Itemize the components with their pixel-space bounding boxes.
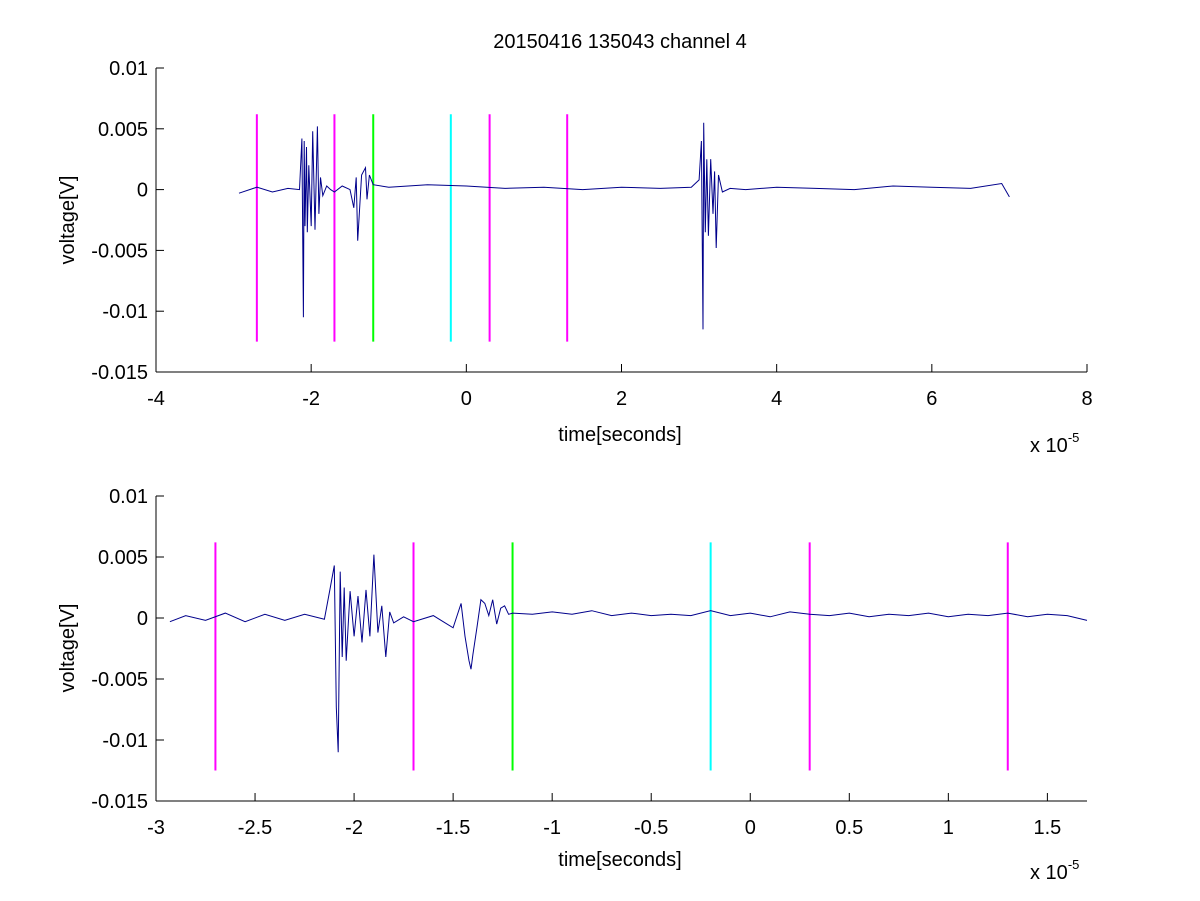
top-subplot: 20150416 135043 channel 4 -4 -2 0 2 4 6 8 0.01… [57, 31, 1093, 457]
y-tick-group: 0.01 0.005 0 -0.005 -0.01 -0.015 [91, 58, 164, 384]
x-tick-group: -4 -2 0 2 4 6 8 [147, 364, 1093, 410]
y-tick-label: 0.01 [109, 58, 148, 80]
x-tick-label: 4 [771, 388, 782, 410]
series-group [169, 554, 1088, 753]
plot-area [156, 68, 1087, 372]
x-multiplier-exponent: -5 [1068, 430, 1080, 445]
chart-title: 20150416 135043 channel 4 [493, 31, 747, 53]
y-tick-label: -0.005 [91, 669, 148, 691]
x-tick-label: 8 [1081, 388, 1092, 410]
signal-line [238, 122, 1010, 330]
x-tick-label: -1.5 [436, 817, 470, 839]
y-tick-group: 0.01 0.005 0 -0.005 -0.01 -0.015 [91, 486, 164, 813]
y-tick-label: 0.01 [109, 486, 148, 508]
x-tick-label: 6 [926, 388, 937, 410]
y-tick-label: 0.005 [98, 119, 148, 141]
x-tick-label: 2 [616, 388, 627, 410]
x-axis-multiplier: x 10-5 [1030, 430, 1079, 457]
y-tick-label: -0.01 [102, 301, 148, 323]
x-tick-label: -1 [543, 817, 561, 839]
x-tick-label: 1.5 [1033, 817, 1061, 839]
x-multiplier-exponent: -5 [1068, 857, 1080, 872]
signal-line [169, 554, 1088, 753]
y-tick-label: 0 [137, 180, 148, 202]
x-tick-label: -4 [147, 388, 165, 410]
x-tick-label: -2 [345, 817, 363, 839]
x-tick-label: -2 [302, 388, 320, 410]
series-group [238, 122, 1010, 330]
marker-lines [255, 114, 569, 342]
x-axis-multiplier: x 10-5 [1030, 857, 1079, 884]
bottom-subplot: -3 -2.5 -2 -1.5 -1 -0.5 0 0.5 1 1.5 0.01 0.005 0 -0.… [57, 486, 1088, 884]
x-axis-label: time[seconds] [558, 424, 681, 446]
y-tick-label: -0.01 [102, 730, 148, 752]
x-tick-label: -0.5 [634, 817, 668, 839]
x-tick-label: -3 [147, 817, 165, 839]
x-tick-label: 0.5 [835, 817, 863, 839]
y-tick-label: 0.005 [98, 547, 148, 569]
y-tick-label: -0.015 [91, 362, 148, 384]
marker-lines [214, 542, 1009, 771]
x-tick-label: -2.5 [238, 817, 272, 839]
y-tick-label: -0.005 [91, 240, 148, 262]
y-axis-label: voltage[V] [57, 176, 79, 265]
y-axis-label: voltage[V] [57, 604, 79, 693]
x-tick-label: 1 [943, 817, 954, 839]
plot-area [156, 496, 1087, 801]
x-multiplier-base: x 10 [1030, 435, 1068, 457]
x-tick-group: -3 -2.5 -2 -1.5 -1 -0.5 0 0.5 1 1.5 [147, 793, 1061, 839]
x-tick-label: 0 [745, 817, 756, 839]
x-tick-label: 0 [461, 388, 472, 410]
x-axis-label: time[seconds] [558, 849, 681, 871]
y-tick-label: 0 [137, 608, 148, 630]
x-multiplier-base: x 10 [1030, 862, 1068, 884]
y-tick-label: -0.015 [91, 791, 148, 813]
